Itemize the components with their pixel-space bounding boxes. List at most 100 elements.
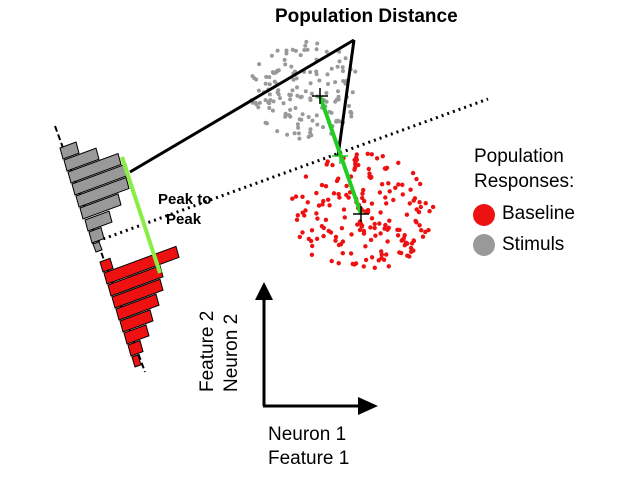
baseline-point <box>396 182 401 187</box>
baseline-point <box>373 233 378 238</box>
baseline-point <box>419 228 424 233</box>
stimulus-point <box>257 100 262 105</box>
baseline-point <box>408 187 413 192</box>
stimulus-point <box>303 89 308 94</box>
baseline-point <box>300 230 305 235</box>
baseline-point <box>333 238 338 243</box>
baseline-point <box>427 209 432 214</box>
stimulus-point <box>293 106 298 110</box>
baseline-point <box>297 234 302 240</box>
baseline-point <box>340 251 345 256</box>
baseline-point <box>303 174 309 179</box>
stimulus-point <box>257 62 262 67</box>
stimulus-point <box>347 104 351 108</box>
baseline-point <box>338 242 344 247</box>
stimulus-point <box>350 90 355 95</box>
stimulus-point <box>335 64 340 69</box>
baseline-point <box>407 254 412 259</box>
baseline-point <box>399 250 404 256</box>
baseline-point <box>348 251 354 256</box>
stimulus-point <box>291 77 296 82</box>
stimulus-point <box>283 62 288 67</box>
stimulus-centroid-marker <box>312 88 328 104</box>
stimulus-histogram-bar <box>79 193 122 220</box>
legend-title-line2: Responses: <box>474 171 575 192</box>
baseline-point <box>385 239 390 244</box>
baseline-point <box>363 244 368 249</box>
stimulus-point <box>321 125 325 130</box>
stimulus-point <box>256 88 261 93</box>
baseline-point <box>380 154 385 159</box>
stimulus-point <box>290 47 295 52</box>
projection-line-upper <box>129 38 355 174</box>
stimulus-point <box>292 131 297 136</box>
baseline-point <box>399 238 404 243</box>
stimulus-point <box>336 94 341 99</box>
baseline-point <box>386 181 391 186</box>
baseline-point <box>383 222 388 228</box>
stimulus-point <box>314 113 319 118</box>
baseline-point <box>426 227 431 233</box>
baseline-histogram <box>99 245 180 368</box>
baseline-point <box>310 243 315 249</box>
baseline-point <box>363 257 369 263</box>
stimulus-point <box>281 101 286 106</box>
baseline-point <box>420 234 426 239</box>
baseline-point <box>336 261 341 266</box>
stimulus-point <box>308 81 313 86</box>
stimulus-point <box>287 93 292 98</box>
baseline-point <box>423 201 428 206</box>
baseline-point <box>404 212 410 217</box>
stimulus-point <box>308 130 313 135</box>
baseline-point <box>320 202 325 207</box>
stimulus-point <box>337 59 342 64</box>
baseline-point <box>387 218 392 223</box>
stimulus-point <box>306 115 311 119</box>
stimulus-point <box>333 80 338 85</box>
stimulus-point <box>256 105 261 110</box>
stimulus-histogram-bar <box>84 210 113 232</box>
baseline-point <box>355 222 360 227</box>
baseline-point <box>412 196 418 201</box>
y-axis-label: Feature 2 Neuron 2 <box>196 311 244 392</box>
baseline-point <box>418 204 423 210</box>
stimulus-point <box>275 129 280 134</box>
baseline-point <box>330 162 335 168</box>
legend-title: Population Responses: <box>474 144 574 194</box>
stimulus-histogram-bar <box>75 176 130 208</box>
stimulus-point <box>271 99 276 104</box>
baseline-point <box>418 181 423 187</box>
stimulus-point <box>288 97 293 102</box>
baseline-point <box>352 157 357 163</box>
stimulus-point <box>296 125 301 130</box>
stimulus-point <box>295 122 300 127</box>
baseline-point <box>323 217 329 222</box>
baseline-point <box>368 225 373 230</box>
stimulus-point <box>268 98 273 103</box>
stimulus-point <box>302 48 307 52</box>
stimulus-point <box>329 66 334 71</box>
baseline-point <box>360 191 365 196</box>
x-axis-arrowhead <box>358 397 378 415</box>
stimulus-point <box>317 78 322 83</box>
stimulus-point <box>349 114 354 119</box>
baseline-histogram-bar <box>115 293 160 321</box>
stimulus-point <box>297 136 302 141</box>
stimulus-point <box>327 109 332 114</box>
stimulus-point <box>282 57 287 62</box>
baseline-point <box>337 195 342 200</box>
baseline-point <box>352 167 357 172</box>
stimulus-histogram-bar <box>92 241 103 253</box>
stimulus-point <box>290 88 295 93</box>
y-axis-label-line1: Feature 2 <box>197 310 218 392</box>
stimulus-point <box>305 47 310 52</box>
baseline-point <box>416 209 422 215</box>
stimulus-point <box>275 48 280 53</box>
stimulus-point <box>343 56 348 61</box>
baseline-point <box>378 231 383 236</box>
stimulus-point <box>309 91 314 96</box>
stimulus-point <box>324 49 329 54</box>
stimulus-point <box>297 117 302 122</box>
baseline-point <box>341 207 347 212</box>
